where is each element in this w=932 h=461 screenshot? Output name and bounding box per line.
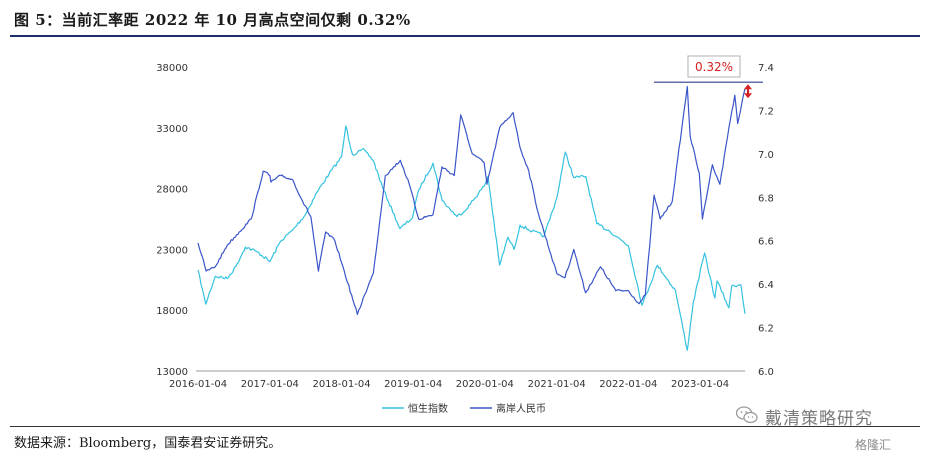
arrow-head-up (744, 84, 752, 90)
y-left-tick-label: 13000 (156, 367, 188, 378)
y-right-tick-label: 6.0 (758, 367, 774, 378)
source-note: 数据来源：Bloomberg，国泰君安证券研究。 (14, 436, 282, 451)
axes: 2016-01-04 2017-01-04 2018-01-04 2019-01-04… (156, 63, 774, 390)
wechat-icon (736, 406, 758, 424)
figure-title: 图 5：当前汇率距 2022 年 10 月高点空间仅剩 0.32% (14, 11, 411, 29)
y-right-tick-label: 6.8 (758, 193, 774, 204)
watermark-text: 戴清策略研究 (765, 409, 873, 429)
y-left-tick-label: 18000 (156, 306, 188, 317)
x-tick-label: 2022-01-04 (599, 379, 657, 390)
legend: 恒生指数 离岸人民币 (382, 402, 546, 415)
annotation: 0.32% (654, 55, 763, 99)
arrow-head-down (744, 93, 752, 99)
source-rule (10, 426, 920, 427)
x-tick-label: 2016-01-04 (169, 379, 227, 390)
y-right-tick-label: 6.6 (758, 237, 774, 248)
y-right-tick-label: 6.4 (758, 280, 774, 291)
legend-label: 离岸人民币 (496, 402, 546, 415)
y-right-tick-label: 7.4 (758, 63, 774, 74)
y-left-tick-label: 28000 (156, 185, 188, 196)
watermark-sub: 格隆汇 (855, 438, 892, 452)
series-line-hsi (197, 125, 746, 351)
legend-label: 恒生指数 (408, 402, 448, 415)
y-left-tick-label: 33000 (156, 124, 188, 135)
x-tick-label: 2019-01-04 (384, 379, 442, 390)
title-rule (10, 35, 920, 37)
x-tick-label: 2021-01-04 (528, 379, 586, 390)
x-tick-label: 2023-01-04 (671, 379, 729, 390)
y-right-tick-label: 7.2 (758, 106, 774, 117)
x-tick-label: 2020-01-04 (456, 379, 514, 390)
x-tick-label: 2018-01-04 (312, 379, 370, 390)
series-lines (197, 85, 746, 351)
y-left-tick-label: 38000 (156, 63, 188, 74)
y-right-tick-label: 6.2 (758, 324, 774, 335)
x-tick-label: 2017-01-04 (241, 379, 299, 390)
y-right-tick-label: 7.0 (758, 150, 774, 161)
y-left-tick-label: 23000 (156, 245, 188, 256)
annotation-label: 0.32% (695, 60, 733, 74)
series-line-cnh (197, 85, 746, 316)
annotation-box (687, 55, 741, 78)
